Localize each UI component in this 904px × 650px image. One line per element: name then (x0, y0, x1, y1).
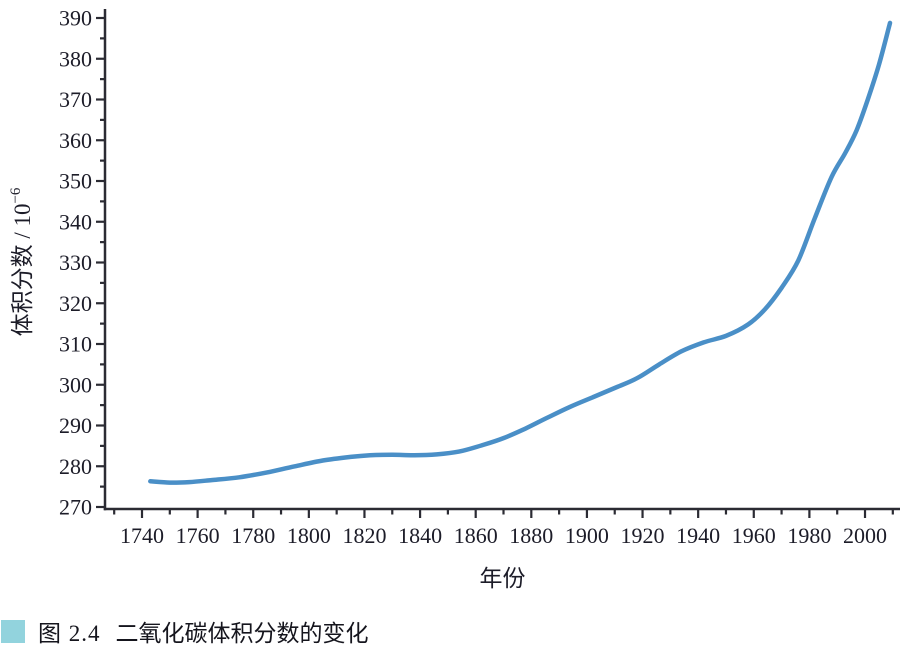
y-tick-label: 290 (59, 413, 92, 438)
co2-line-chart: 270 280 290 300 310 320 330 340 350 360 370 380 390 1… (8, 6, 900, 591)
x-tick-label: 2000 (843, 523, 887, 548)
y-tick-label: 340 (59, 209, 92, 234)
y-tick-label: 300 (59, 372, 92, 397)
x-tick-label: 1740 (120, 523, 164, 548)
x-tick-label: 1800 (287, 523, 331, 548)
x-tick-label: 1780 (231, 523, 275, 548)
y-axis-title: 体积分数 / 10−6 (8, 187, 35, 336)
y-tick-label: 310 (59, 332, 92, 357)
x-tick-label: 1840 (398, 523, 442, 548)
y-tick-label: 390 (59, 6, 92, 31)
y-tick-label: 350 (59, 169, 92, 194)
figure-caption: 图 2.4 二氧化碳体积分数的变化 (0, 612, 904, 650)
x-axis-title: 年份 (480, 566, 526, 591)
x-tick-label: 1960 (732, 523, 776, 548)
y-tick-label: 380 (59, 46, 92, 71)
y-tick-label: 280 (59, 454, 92, 479)
x-tick-label: 1760 (176, 523, 220, 548)
x-tick-label: 1860 (454, 523, 498, 548)
y-tick-label: 270 (59, 495, 92, 520)
x-tick-label: 1920 (621, 523, 665, 548)
x-tick-label: 1900 (565, 523, 609, 548)
x-tick-label: 1880 (509, 523, 553, 548)
y-tick-label: 320 (59, 291, 92, 316)
co2-data-line (148, 20, 893, 485)
x-tick-label: 1940 (676, 523, 720, 548)
figure-label: 图 2.4 (38, 621, 101, 646)
y-tick-label: 360 (59, 128, 92, 153)
y-tick-label: 330 (59, 250, 92, 275)
y-tick-label: 370 (59, 87, 92, 112)
x-tick-label: 1820 (342, 523, 386, 548)
caption-bullet-square (1, 619, 25, 643)
x-tick-label: 1980 (787, 523, 831, 548)
figure-title: 二氧化碳体积分数的变化 (115, 621, 369, 646)
